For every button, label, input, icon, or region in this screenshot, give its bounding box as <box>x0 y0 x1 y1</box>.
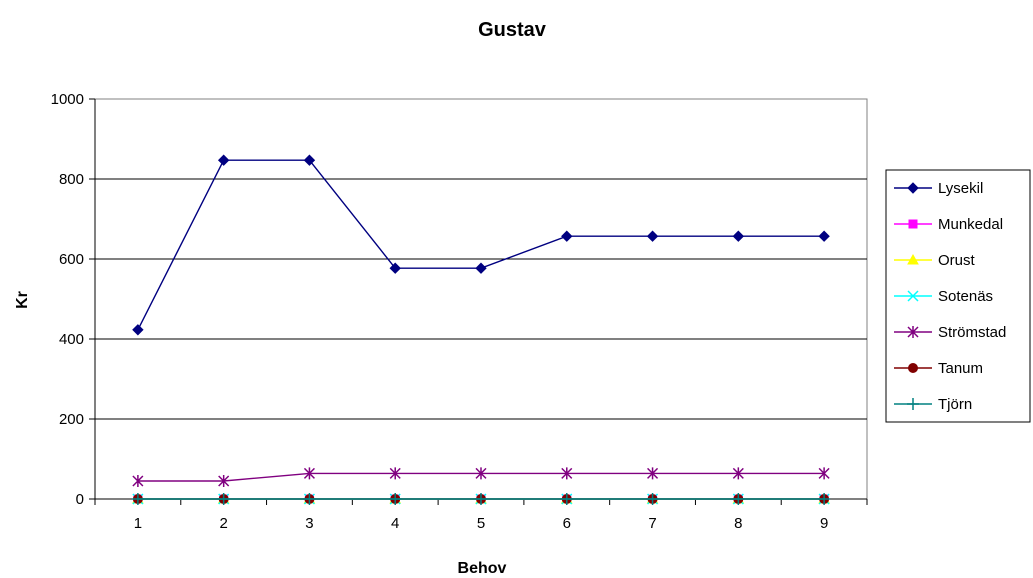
series-tjorn <box>131 493 831 505</box>
data-point-lysekil <box>475 262 487 274</box>
chart-title: Gustav <box>478 19 547 41</box>
y-tick-label: 800 <box>59 171 84 188</box>
data-point-tjorn <box>732 493 745 505</box>
x-tick-label: 5 <box>477 515 485 532</box>
plot-area: 0 200 400 600 800 1000 1 2 3 4 5 6 7 8 9 <box>51 91 868 532</box>
legend-marker <box>908 219 918 229</box>
data-point-stromstad <box>732 467 744 480</box>
data-point-tjorn <box>818 493 831 505</box>
legend-label: Munkedal <box>938 216 1003 233</box>
legend-marker <box>907 290 919 302</box>
data-point-stromstad <box>303 467 315 480</box>
legend-item-orust: Orust <box>894 252 976 269</box>
legend-marker <box>907 326 919 338</box>
x-axis-title: Behov <box>458 560 507 577</box>
data-point-tjorn <box>303 493 316 505</box>
x-tick-label: 3 <box>305 515 313 532</box>
data-point-stromstad <box>132 475 144 487</box>
data-point-stromstad <box>647 467 659 480</box>
legend-item-stromstad: Strömstad <box>894 324 1006 341</box>
legend-item-munkedal: Munkedal <box>894 216 1003 233</box>
data-point-tjorn <box>131 493 144 505</box>
data-point-stromstad <box>218 475 230 487</box>
y-axis-title: Kr <box>14 291 31 309</box>
y-tick-label: 1000 <box>51 91 84 108</box>
data-point-stromstad <box>818 467 830 480</box>
y-tick-label: 200 <box>59 411 84 428</box>
data-point-lysekil <box>303 154 316 166</box>
legend-label: Sotenäs <box>938 288 993 305</box>
legend-marker <box>907 253 919 265</box>
data-point-lysekil <box>732 230 745 242</box>
data-point-lysekil <box>646 230 659 242</box>
x-tick-label: 1 <box>134 515 142 532</box>
legend-label: Strömstad <box>938 324 1006 341</box>
legend-marker <box>907 182 919 194</box>
data-point-lysekil <box>561 230 573 242</box>
data-point-tjorn <box>217 493 230 505</box>
legend-label: Lysekil <box>938 180 983 197</box>
plot-frame <box>94 98 868 500</box>
legend-item-lysekil: Lysekil <box>894 180 983 197</box>
legend-label: Tjörn <box>938 396 972 413</box>
x-tick-label: 2 <box>219 515 227 532</box>
legend-item-tjorn: Tjörn <box>894 396 972 413</box>
data-point-tjorn <box>475 493 487 505</box>
legend-label: Orust <box>938 252 976 269</box>
x-tick-label: 6 <box>563 515 571 532</box>
y-tick-label: 0 <box>76 491 84 508</box>
x-tick-label: 4 <box>391 515 399 532</box>
data-point-stromstad <box>389 467 401 480</box>
legend-item-tanum: Tanum <box>894 360 983 377</box>
legend: Lysekil Munkedal Orust Sotenäs Strömstad Tanu… <box>885 169 1031 423</box>
data-point-tjorn <box>560 493 573 505</box>
x-tick-label: 7 <box>648 515 656 532</box>
legend-item-sotenas: Sotenäs <box>894 288 993 305</box>
data-point-lysekil <box>818 230 830 242</box>
data-point-tjorn <box>646 493 659 505</box>
series-lysekil <box>132 154 830 336</box>
data-point-tjorn <box>389 493 402 505</box>
x-tick-label: 8 <box>734 515 742 532</box>
data-point-stromstad <box>561 467 573 480</box>
series-stromstad <box>132 467 830 487</box>
data-point-lysekil <box>217 154 230 166</box>
legend-marker <box>908 363 918 373</box>
data-point-lysekil <box>389 262 401 274</box>
data-point-stromstad <box>475 467 487 480</box>
y-tick-label: 600 <box>59 251 84 268</box>
data-point-lysekil <box>132 324 144 336</box>
x-tick-label: 9 <box>820 515 828 532</box>
y-tick-label: 400 <box>59 331 84 348</box>
legend-marker <box>907 398 919 410</box>
legend-label: Tanum <box>938 360 983 377</box>
